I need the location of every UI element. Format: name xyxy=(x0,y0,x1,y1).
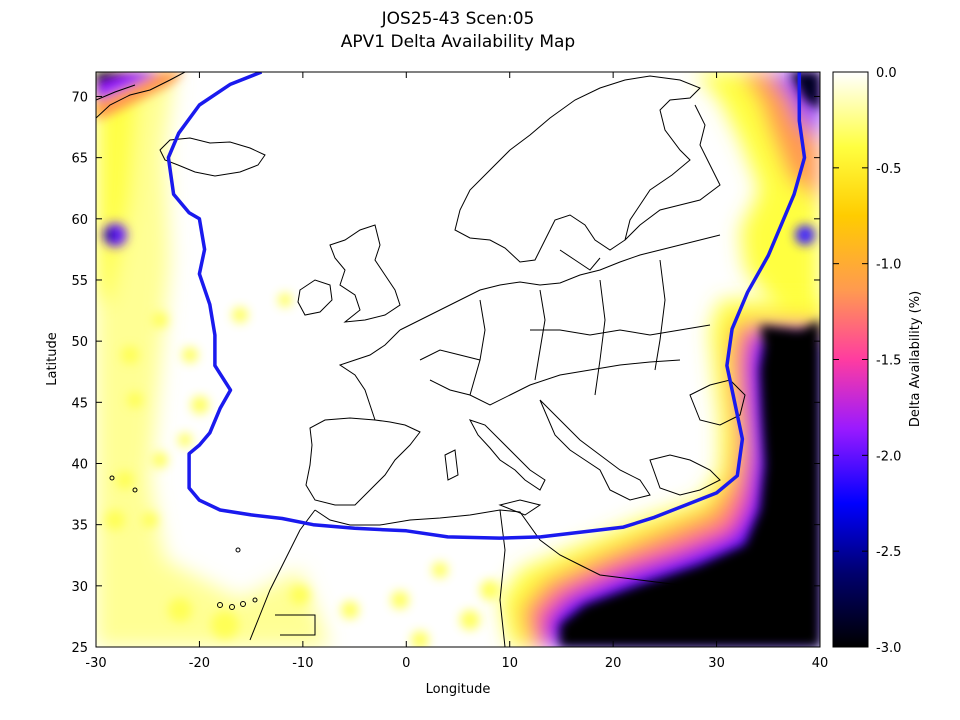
y-tick-label: 35 xyxy=(71,519,88,534)
southeast-core xyxy=(560,320,820,647)
y-tick-label: 40 xyxy=(71,457,88,472)
service-area-boundary xyxy=(166,72,807,540)
chart-title: JOS25-43 Scen:05 xyxy=(381,9,535,29)
colorbar-label: Delta Availability (%) xyxy=(908,291,923,427)
y-axis: 25 30 35 40 45 50 55 60 65 70 xyxy=(71,90,820,656)
coastlines xyxy=(96,72,746,647)
western-speckles xyxy=(105,293,500,647)
x-tick-label: -10 xyxy=(292,656,313,671)
y-tick-label: 65 xyxy=(71,152,88,167)
heat-field xyxy=(96,72,820,647)
y-tick-label: 45 xyxy=(71,396,88,411)
northeast-corner xyxy=(790,72,820,245)
x-tick-label: 10 xyxy=(501,656,518,671)
x-tick-label: 20 xyxy=(605,656,622,671)
y-tick-label: 70 xyxy=(71,90,88,105)
x-tick-label: 30 xyxy=(708,656,725,671)
plot-frame xyxy=(95,71,821,648)
y-tick-label: 25 xyxy=(71,641,88,656)
x-tick-label: -20 xyxy=(189,656,210,671)
colorbar-tick-label: -2.0 xyxy=(876,449,901,464)
colorbar-tick-label: 0.0 xyxy=(876,66,897,81)
x-axis: -30 -20 -10 0 10 20 30 40 xyxy=(85,72,828,671)
chart-subtitle: APV1 Delta Availability Map xyxy=(340,32,576,52)
y-tick-label: 30 xyxy=(71,580,88,595)
x-tick-label: 0 xyxy=(402,656,410,671)
colorbar-tick-label: -0.5 xyxy=(876,162,901,177)
x-axis-label: Longitude xyxy=(426,682,491,697)
y-axis-label: Latitude xyxy=(45,332,60,386)
y-tick-label: 55 xyxy=(71,274,88,289)
x-tick-label: 40 xyxy=(812,656,829,671)
y-tick-label: 50 xyxy=(71,335,88,350)
colorbar-tick-label: -2.5 xyxy=(876,545,901,560)
colorbar-tick-label: -1.0 xyxy=(876,258,901,273)
colorbar-tick-label: -3.0 xyxy=(876,641,901,656)
x-tick-label: -30 xyxy=(85,656,106,671)
colorbar-ticks: 0.0 -0.5 -1.0 -1.5 -2.0 -2.5 -3.0 xyxy=(833,66,901,656)
colorbar-tick-label: -1.5 xyxy=(876,354,901,369)
y-tick-label: 60 xyxy=(71,213,88,228)
